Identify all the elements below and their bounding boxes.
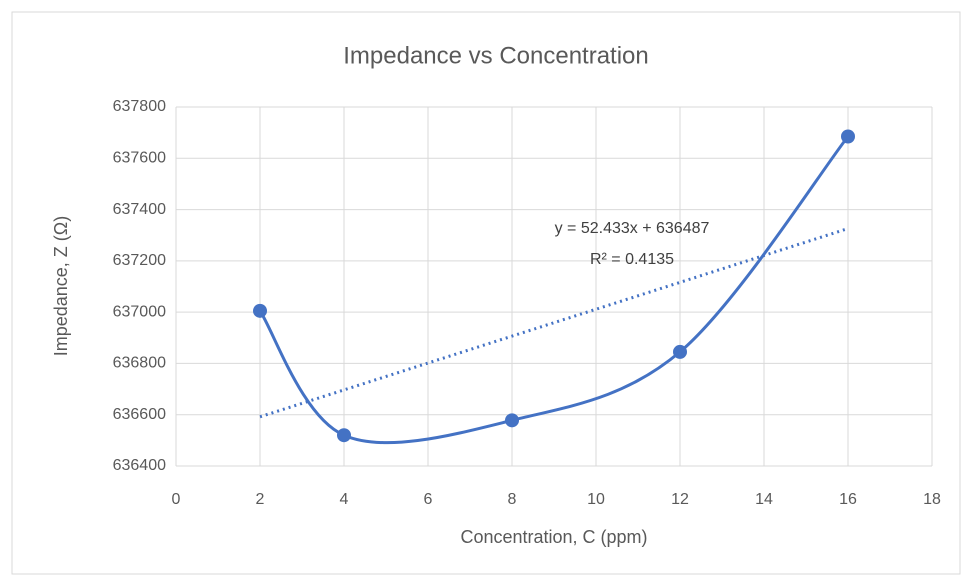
y-tick-label: 637000 xyxy=(113,303,166,320)
y-tick-label: 636800 xyxy=(113,355,166,372)
x-tick-label: 16 xyxy=(839,491,857,508)
chart-title: Impedance vs Concentration xyxy=(343,42,649,69)
y-tick-label: 637200 xyxy=(113,252,166,269)
trendline-r-squared: R² = 0.4135 xyxy=(590,251,674,268)
x-tick-label: 8 xyxy=(508,491,517,508)
x-tick-label: 12 xyxy=(671,491,689,508)
series-line xyxy=(258,135,850,445)
x-tick-label: 18 xyxy=(923,491,941,508)
x-tick-label: 14 xyxy=(755,491,773,508)
x-tick-label: 0 xyxy=(172,491,181,508)
x-tick-label: 10 xyxy=(587,491,605,508)
x-axis-title: Concentration, C (ppm) xyxy=(460,527,647,547)
x-tick-label: 6 xyxy=(424,491,433,508)
x-tick-label: 2 xyxy=(256,491,265,508)
y-tick-label: 636600 xyxy=(113,406,166,423)
y-tick-label: 637600 xyxy=(113,150,166,167)
data-point xyxy=(841,129,855,144)
y-tick-label: 636400 xyxy=(113,457,166,474)
data-point xyxy=(505,413,519,428)
y-axis-title: Impedance, Z (Ω) xyxy=(51,216,71,357)
y-tick-label: 637800 xyxy=(113,98,166,115)
y-tick-label: 637400 xyxy=(113,201,166,218)
data-point xyxy=(253,303,267,318)
data-point xyxy=(337,428,351,443)
trendline xyxy=(259,227,849,419)
chart-frame xyxy=(11,11,961,575)
x-tick-label: 4 xyxy=(340,491,349,508)
data-point xyxy=(673,344,687,359)
trendline-equation: y = 52.433x + 636487 xyxy=(555,220,710,237)
